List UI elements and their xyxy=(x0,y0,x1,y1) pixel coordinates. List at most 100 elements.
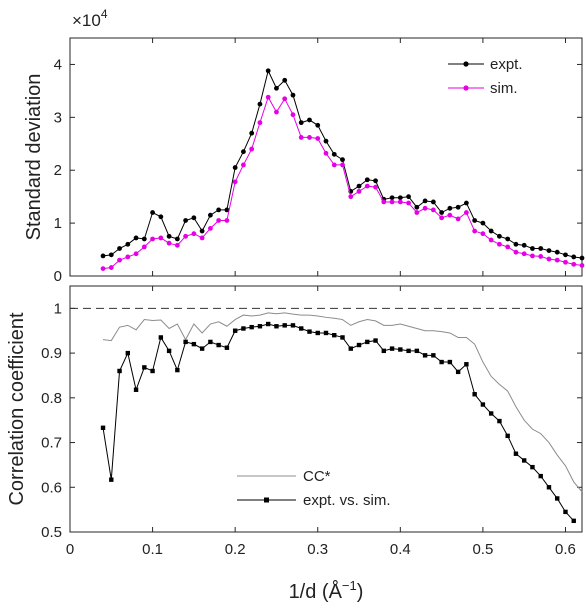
data-point-sim xyxy=(579,263,585,268)
data-point-expt-vs-sim xyxy=(183,339,188,345)
data-point-sim xyxy=(298,135,304,140)
data-point-expt xyxy=(199,228,205,234)
top-y-tick-label: 4 xyxy=(54,56,62,73)
data-point-sim xyxy=(241,162,246,168)
data-point-expt-vs-sim xyxy=(332,333,337,338)
data-point-expt-vs-sim xyxy=(373,338,378,343)
data-point-expt-vs-sim xyxy=(414,348,420,354)
data-point-sim xyxy=(356,188,362,194)
scale-exponent-label: ×104 xyxy=(72,7,108,30)
data-point-expt-vs-sim xyxy=(521,458,527,463)
data-point-expt-vs-sim xyxy=(480,402,486,407)
data-point-expt-vs-sim xyxy=(166,348,172,354)
data-point-expt-vs-sim xyxy=(381,348,387,354)
data-point-expt xyxy=(265,68,271,74)
data-point-sim xyxy=(191,231,197,237)
data-point-sim xyxy=(521,251,527,257)
bottom-y-tick-label: 1 xyxy=(54,300,62,317)
data-point-sim xyxy=(480,231,486,237)
data-point-sim xyxy=(538,254,544,259)
x-tick-label: 0.2 xyxy=(225,541,246,558)
data-point-sim xyxy=(397,199,403,205)
data-point-sim xyxy=(323,150,329,156)
data-point-expt-vs-sim xyxy=(563,509,568,515)
data-point-sim xyxy=(563,259,568,265)
data-point-sim xyxy=(166,240,172,246)
data-point-expt xyxy=(389,195,395,201)
data-point-expt-vs-sim xyxy=(497,418,502,424)
data-point-sim xyxy=(199,235,205,241)
data-point-sim xyxy=(307,135,312,140)
data-point-expt-vs-sim xyxy=(158,335,164,340)
data-point-expt xyxy=(505,236,511,242)
data-point-expt xyxy=(298,120,304,126)
data-point-sim xyxy=(290,112,296,118)
data-point-sim xyxy=(100,266,106,271)
std-deviation-panel: 0 1 2 3 4 ×104 Standard deviation expt. sim. xyxy=(23,7,585,285)
data-point-expt xyxy=(158,214,164,220)
data-point-expt xyxy=(480,220,486,226)
data-point-expt xyxy=(249,130,255,136)
data-point-sim xyxy=(389,199,395,205)
data-point-sim xyxy=(364,183,370,189)
bottom-legend: CC* expt. vs. sim. xyxy=(237,468,391,509)
data-point-sim xyxy=(530,253,535,259)
data-point-expt xyxy=(274,85,279,91)
data-point-sim xyxy=(546,256,552,262)
data-point-expt-vs-sim xyxy=(356,342,362,348)
data-point-sim xyxy=(463,210,469,215)
data-point-expt xyxy=(331,151,337,157)
data-point-expt xyxy=(191,215,197,221)
data-point-expt-vs-sim xyxy=(274,324,279,329)
bottom-y-ticks: 0.5 0.6 0.7 0.8 0.9 1 xyxy=(41,300,582,541)
data-point-expt xyxy=(455,204,461,210)
data-point-sim xyxy=(406,200,411,206)
data-point-expt-vs-sim xyxy=(472,392,477,397)
bottom-x-ticks: 0 0.1 0.2 0.3 0.4 0.5 0.6 xyxy=(66,286,576,558)
data-point-expt-vs-sim xyxy=(249,324,254,330)
data-point-expt xyxy=(538,246,544,251)
data-point-sim xyxy=(488,237,494,243)
data-point-sim xyxy=(232,179,238,185)
data-point-expt-vs-sim xyxy=(282,323,287,328)
data-point-expt xyxy=(290,92,296,98)
data-point-sim xyxy=(422,205,428,211)
data-point-sim xyxy=(216,218,222,223)
data-point-expt xyxy=(224,207,230,213)
data-point-sim xyxy=(381,199,387,205)
data-point-sim xyxy=(439,215,445,221)
data-point-expt-vs-sim xyxy=(488,411,494,416)
data-point-expt xyxy=(232,165,238,170)
data-point-sim xyxy=(414,210,420,215)
data-point-sim xyxy=(249,146,255,152)
data-point-sim xyxy=(513,249,519,255)
data-point-expt-vs-sim xyxy=(340,335,345,340)
data-point-expt-vs-sim xyxy=(224,345,230,350)
bottom-series xyxy=(100,312,583,524)
bottom-y-tick-label: 0.7 xyxy=(41,435,62,452)
data-point-expt-vs-sim xyxy=(365,339,370,345)
bottom-y-tick-label: 0.9 xyxy=(41,345,62,362)
data-point-expt-vs-sim xyxy=(109,477,114,482)
data-point-expt xyxy=(125,241,131,247)
data-point-expt-vs-sim xyxy=(133,387,139,392)
data-point-expt xyxy=(414,204,420,210)
data-point-expt xyxy=(447,205,453,211)
bottom-y-axis-label: Correlation coefficient xyxy=(6,312,28,506)
data-point-expt xyxy=(463,200,469,206)
data-point-expt-vs-sim xyxy=(290,323,296,328)
data-point-expt-vs-sim xyxy=(307,329,312,334)
top-plot-area xyxy=(69,37,583,277)
x-tick-label: 0.6 xyxy=(555,541,576,558)
data-point-expt-vs-sim xyxy=(100,425,106,430)
data-point-sim xyxy=(224,218,230,223)
top-x-ticks xyxy=(69,38,566,276)
data-point-expt-vs-sim xyxy=(505,433,510,439)
bottom-y-tick-label: 0.8 xyxy=(41,390,62,407)
data-point-expt-vs-sim xyxy=(455,369,461,375)
legend-sim-label: sim. xyxy=(490,80,518,97)
data-point-expt xyxy=(397,195,403,201)
x-tick-label: 0.3 xyxy=(307,541,328,558)
top-series xyxy=(100,68,585,271)
